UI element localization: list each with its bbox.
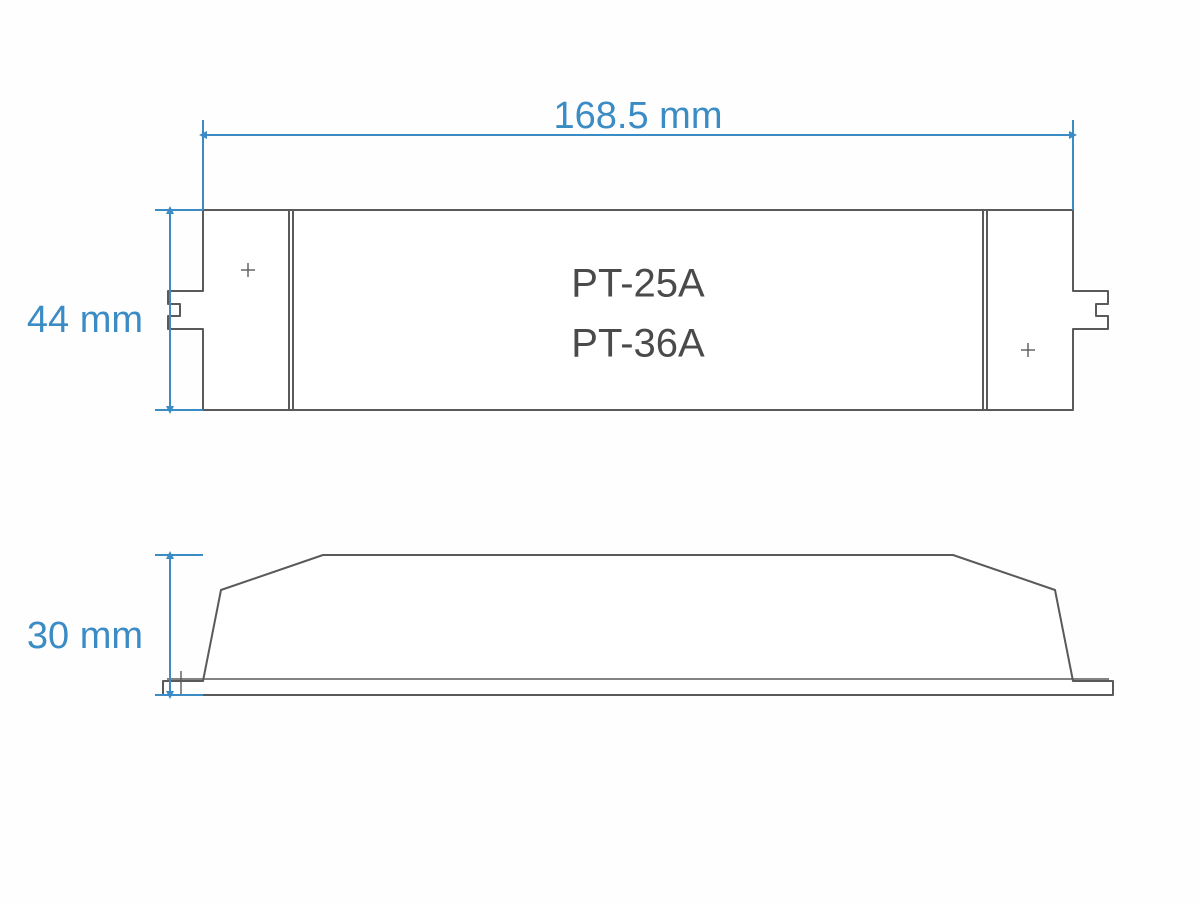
dim-length-label: 168.5 mm <box>554 95 723 137</box>
dim-width-label: 44 mm <box>27 299 143 341</box>
dim-height-label: 30 mm <box>27 615 143 657</box>
top-outline <box>168 210 1108 410</box>
model-label-1: PT-25A <box>571 262 705 306</box>
side-outline <box>163 555 1113 695</box>
model-label-2: PT-36A <box>571 322 705 366</box>
